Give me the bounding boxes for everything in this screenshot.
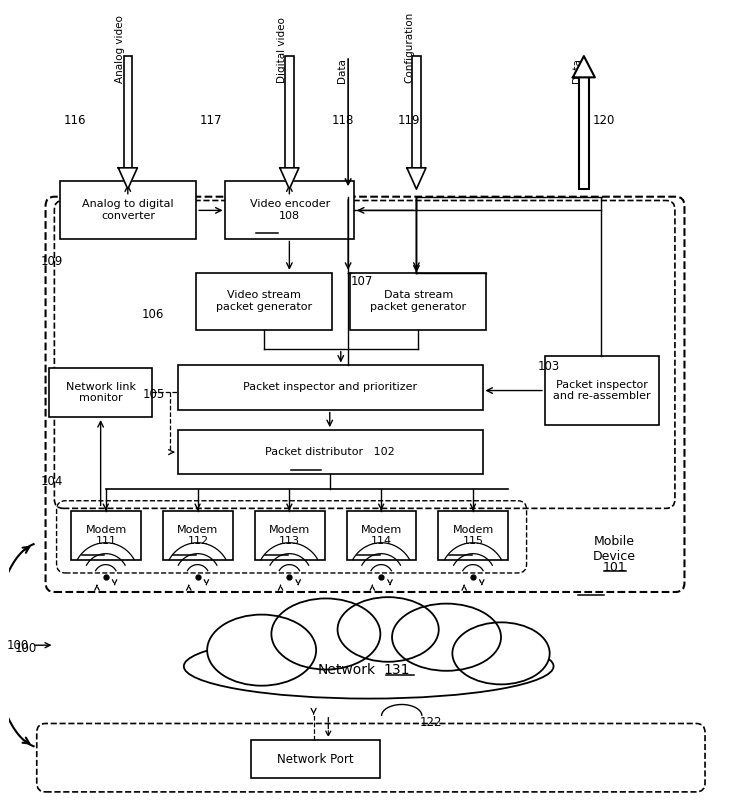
Bar (347, 510, 416, 560)
Bar (439, 510, 508, 560)
Bar (285, 56, 294, 168)
Text: 106: 106 (142, 308, 165, 321)
Text: Packet distributor   102: Packet distributor 102 (266, 447, 395, 457)
Bar (412, 56, 421, 168)
Text: 116: 116 (64, 114, 87, 127)
Ellipse shape (207, 614, 316, 686)
Text: 101: 101 (603, 561, 627, 574)
Text: Video stream
packet generator: Video stream packet generator (216, 290, 312, 312)
Text: 104: 104 (40, 475, 63, 488)
Text: 100: 100 (7, 638, 29, 652)
Text: Data: Data (571, 58, 582, 82)
Bar (579, 78, 589, 189)
Text: Video encoder
108: Video encoder 108 (250, 199, 330, 221)
Polygon shape (119, 168, 137, 189)
Bar (124, 56, 132, 168)
Text: Data stream
packet generator: Data stream packet generator (370, 290, 466, 312)
Bar (178, 430, 483, 474)
Text: 119: 119 (398, 114, 421, 127)
Text: Modem
113: Modem 113 (269, 525, 310, 546)
Text: 100: 100 (14, 642, 37, 655)
Ellipse shape (184, 634, 554, 698)
Bar (545, 356, 659, 425)
Ellipse shape (337, 597, 439, 662)
Text: 118: 118 (332, 114, 354, 127)
Bar (251, 740, 380, 778)
Polygon shape (573, 56, 595, 78)
Text: 120: 120 (592, 114, 615, 127)
Bar (196, 273, 332, 330)
Ellipse shape (392, 604, 501, 671)
Text: Modem
115: Modem 115 (453, 525, 494, 546)
Text: Digital video: Digital video (277, 17, 287, 82)
Text: Mobile
Device: Mobile Device (593, 534, 636, 562)
Ellipse shape (272, 598, 380, 670)
Text: 109: 109 (40, 255, 63, 268)
Text: 122: 122 (420, 716, 442, 730)
Bar (60, 182, 196, 238)
Text: Modem
114: Modem 114 (361, 525, 402, 546)
Text: 105: 105 (142, 388, 165, 401)
Bar (72, 510, 141, 560)
Text: 131: 131 (383, 662, 410, 677)
Bar (178, 366, 483, 410)
Bar (49, 368, 152, 417)
Text: Configuration: Configuration (404, 11, 414, 82)
Text: 107: 107 (351, 275, 373, 288)
Bar (225, 182, 354, 238)
Bar (163, 510, 233, 560)
Text: Network link
monitor: Network link monitor (66, 382, 136, 403)
Text: Analog video: Analog video (116, 15, 125, 82)
Ellipse shape (452, 622, 550, 684)
Text: Packet inspector and prioritizer: Packet inspector and prioritizer (243, 382, 417, 393)
Text: 103: 103 (538, 360, 560, 373)
Text: Network Port: Network Port (277, 753, 354, 766)
Text: Network: Network (318, 662, 376, 677)
Bar (255, 510, 325, 560)
Polygon shape (407, 168, 426, 189)
Text: Data: Data (337, 58, 347, 82)
Text: Analog to digital
converter: Analog to digital converter (82, 199, 174, 221)
Polygon shape (280, 168, 299, 189)
Text: Modem
111: Modem 111 (86, 525, 127, 546)
Text: Modem
112: Modem 112 (178, 525, 219, 546)
Text: Packet inspector
and re-assembler: Packet inspector and re-assembler (553, 380, 651, 402)
Text: 117: 117 (200, 114, 222, 127)
Bar (351, 273, 486, 330)
